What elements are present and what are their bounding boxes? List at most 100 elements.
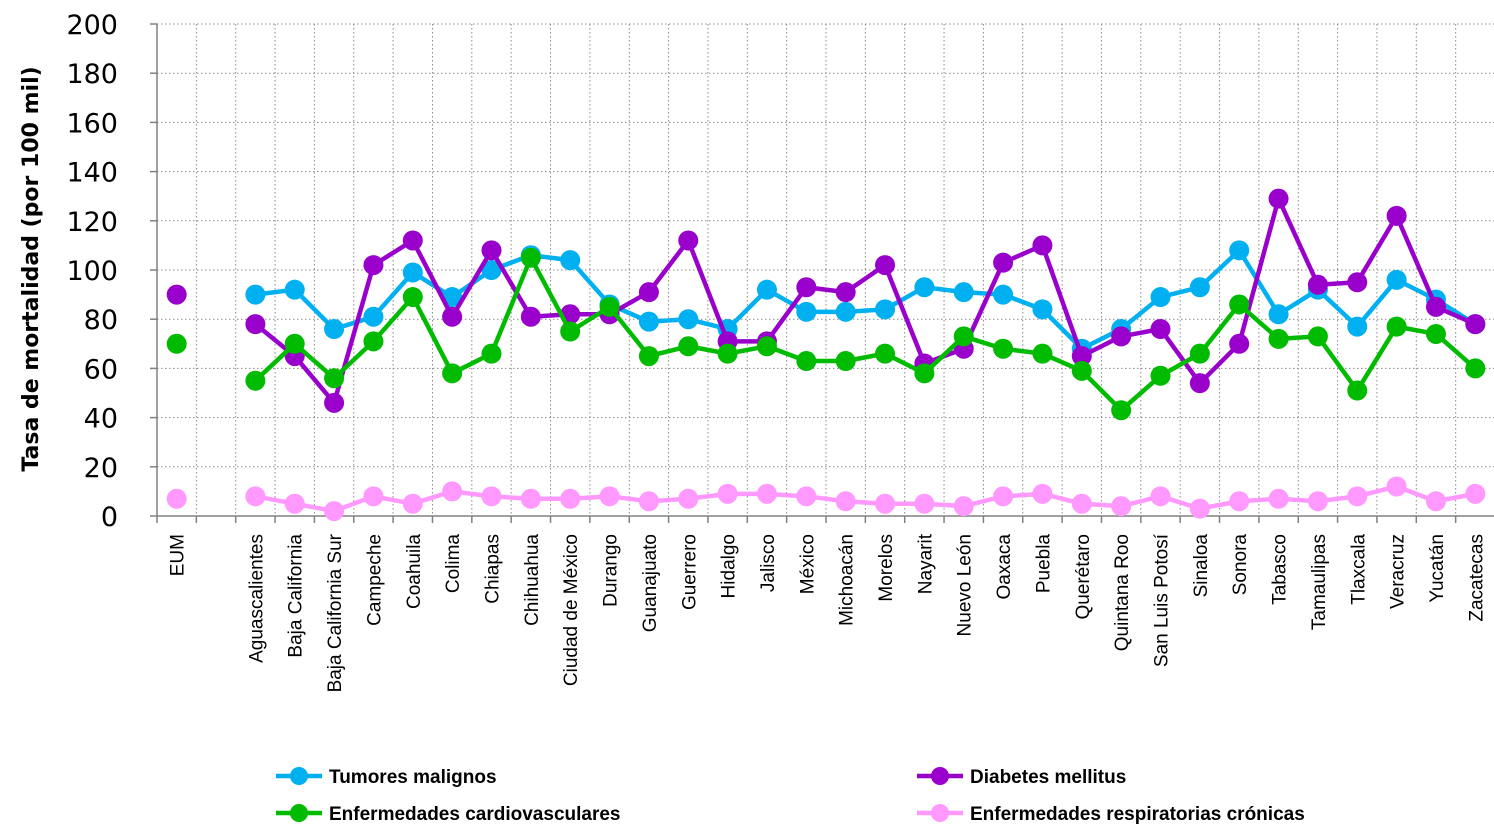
data-point <box>1111 400 1132 421</box>
series-line-segment <box>1355 277 1399 329</box>
y-tick-label: 140 <box>66 158 118 189</box>
legend-label: Enfermedades cardiovasculares <box>329 804 621 825</box>
series-1 <box>166 188 1486 413</box>
data-point <box>1465 314 1486 335</box>
series-line-segment <box>292 353 337 406</box>
x-tick-label: Baja California <box>286 534 307 658</box>
data-point <box>599 486 620 507</box>
series-line-segment <box>607 304 652 359</box>
y-tick-label: 160 <box>66 108 118 139</box>
data-point <box>324 501 345 522</box>
data-point <box>638 311 659 332</box>
data-point <box>678 488 699 509</box>
grid <box>157 23 1494 516</box>
y-tick-label: 180 <box>66 59 118 90</box>
x-tick-label: Colima <box>443 534 464 594</box>
data-point <box>993 284 1014 305</box>
data-point <box>402 230 423 251</box>
legend-marker <box>931 767 949 785</box>
data-point <box>1425 491 1446 512</box>
series-2 <box>166 247 1486 421</box>
data-point <box>284 279 305 300</box>
data-point <box>560 488 581 509</box>
data-point <box>1032 235 1053 256</box>
x-tick-label: Guanajuato <box>640 534 661 632</box>
y-tick-label: 20 <box>84 453 118 484</box>
data-point <box>324 368 345 389</box>
data-point <box>1229 491 1250 512</box>
data-point <box>1347 272 1368 293</box>
data-point <box>402 493 423 514</box>
data-point <box>638 282 659 303</box>
x-tick-label: Guerrero <box>679 534 700 610</box>
data-point <box>1268 488 1289 509</box>
x-tick-label: Jalisco <box>758 534 779 592</box>
data-point <box>1268 328 1289 349</box>
x-tick-label: Michoacán <box>837 534 858 626</box>
data-point <box>166 333 187 354</box>
y-tick-label: 200 <box>66 10 118 41</box>
data-point <box>520 488 541 509</box>
y-axis-ticks: 0 20 40 60 80 100 120 140 160 180 200 <box>66 10 118 533</box>
data-point <box>756 483 777 504</box>
series-line-segment <box>489 248 534 319</box>
x-tick-label: Nayarit <box>915 533 936 594</box>
data-point <box>1465 483 1486 504</box>
legend-label: Enfermedades respiratorias crónicas <box>970 804 1305 825</box>
data-point <box>166 488 187 509</box>
data-point <box>796 486 817 507</box>
data-point <box>756 279 777 300</box>
data-point <box>363 331 384 352</box>
series-line-segment <box>449 248 494 319</box>
series-line-segment <box>1355 213 1399 285</box>
data-point <box>245 370 266 391</box>
data-point <box>481 240 502 261</box>
legend-label: Tumores malignos <box>329 767 497 788</box>
data-point <box>993 338 1014 359</box>
data-point <box>1071 360 1092 381</box>
legend-item: Tumores malignos <box>276 767 497 788</box>
data-point <box>1386 205 1407 226</box>
data-point <box>245 284 266 305</box>
data-point <box>875 299 896 320</box>
x-axis-ticks: EUM Aguascalientes Baja California Baja Cal… <box>168 533 1488 692</box>
y-tick-label: 120 <box>66 207 118 238</box>
x-tick-label: México <box>797 534 818 594</box>
data-point <box>835 301 856 322</box>
y-tick-label: 100 <box>66 256 118 287</box>
data-point <box>1071 493 1092 514</box>
series-line-segment <box>1276 196 1321 288</box>
x-tick-label: Yucatán <box>1427 534 1448 603</box>
legend-item: Enfermedades respiratorias crónicas <box>917 804 1305 825</box>
data-point <box>953 326 974 347</box>
x-tick-label: Sinaloa <box>1191 534 1212 598</box>
x-tick-label: Chihuahua <box>522 534 543 626</box>
data-point <box>1347 380 1368 401</box>
data-point <box>1268 188 1289 209</box>
series-line-segment <box>1197 302 1242 356</box>
data-point <box>520 306 541 327</box>
x-tick-label: Durango <box>601 534 622 607</box>
x-tick-label: Hidalgo <box>719 534 740 598</box>
data-point <box>875 493 896 514</box>
data-point <box>284 333 305 354</box>
data-point <box>481 343 502 364</box>
data-point <box>993 486 1014 507</box>
legend-marker <box>290 767 308 785</box>
data-point <box>993 252 1014 273</box>
data-point <box>1386 269 1407 290</box>
data-point <box>1229 294 1250 315</box>
data-point <box>1032 483 1053 504</box>
x-tick-label: Tlaxcala <box>1348 534 1369 605</box>
data-point <box>678 336 699 357</box>
data-point <box>284 493 305 514</box>
series-line-segment <box>1040 243 1085 359</box>
data-point <box>245 314 266 335</box>
data-point <box>402 287 423 308</box>
legend: Tumores malignos Diabetes mellitus Enferme… <box>276 767 1305 825</box>
legend-label: Diabetes mellitus <box>970 767 1126 788</box>
x-tick-label: Quintana Roo <box>1112 534 1133 651</box>
data-point <box>324 392 345 413</box>
data-point <box>914 363 935 384</box>
x-tick-label: Morelos <box>876 534 897 602</box>
